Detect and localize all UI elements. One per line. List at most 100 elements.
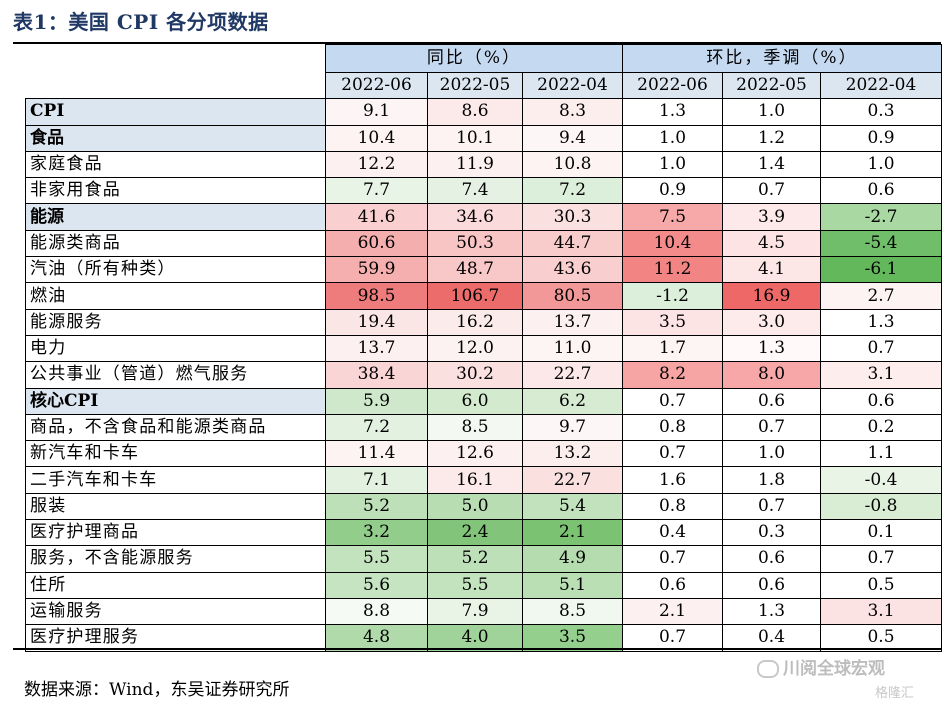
value-cell: 98.5 — [325, 282, 428, 310]
value-cell: 10.4 — [325, 124, 428, 152]
value-cell: 12.0 — [427, 334, 523, 363]
row-label: 运输服务 — [25, 597, 326, 626]
value-cell: 16.9 — [722, 282, 821, 310]
row-label: 商品，不含食品和能源类商品 — [25, 413, 326, 442]
value-cell: 13.7 — [325, 334, 428, 363]
value-cell: 4.9 — [522, 545, 623, 573]
table-row: 住所 5.6 5.5 5.1 0.6 0.6 0.5 — [25, 571, 942, 599]
value-cell: 0.1 — [820, 519, 942, 547]
value-cell: 5.4 — [522, 492, 623, 521]
value-cell: 13.2 — [522, 440, 623, 468]
value-cell: 5.1 — [522, 571, 623, 599]
table-row: 燃油 98.5 106.7 80.5 -1.2 16.9 2.7 — [25, 282, 942, 310]
value-cell: 0.6 — [722, 571, 821, 599]
row-label: 家庭食品 — [25, 150, 326, 179]
value-cell: 5.6 — [325, 571, 428, 599]
value-cell: 10.1 — [427, 124, 523, 152]
value-cell: 1.0 — [820, 150, 942, 179]
row-label: 能源类商品 — [25, 229, 326, 258]
table-row: 运输服务 8.8 7.9 8.5 2.1 1.3 3.1 — [25, 597, 942, 626]
value-cell: 1.0 — [622, 124, 723, 152]
value-cell: 48.7 — [427, 256, 523, 284]
period-header: 2022-06 — [622, 71, 723, 100]
value-cell: 0.7 — [622, 545, 723, 573]
table-row: 非家用食品 7.7 7.4 7.2 0.9 0.7 0.6 — [25, 177, 942, 205]
header-group-row: 同比（%） 环比，季调（%） — [25, 44, 942, 73]
value-cell: 4.5 — [722, 229, 821, 258]
period-header: 2022-05 — [722, 71, 821, 100]
table-row: 电力 13.7 12.0 11.0 1.7 1.3 0.7 — [25, 334, 942, 363]
value-cell: 2.7 — [820, 282, 942, 310]
value-cell: 41.6 — [325, 203, 428, 231]
value-cell: 30.3 — [522, 203, 623, 231]
value-cell: 5.0 — [427, 492, 523, 521]
value-cell: 6.0 — [427, 387, 523, 415]
value-cell: 7.4 — [427, 177, 523, 205]
value-cell: 22.7 — [522, 466, 623, 494]
value-cell: 0.7 — [722, 177, 821, 205]
row-label: 汽油（所有种类） — [25, 256, 326, 284]
value-cell: 1.0 — [622, 150, 723, 179]
table-row: 核心CPI 5.9 6.0 6.2 0.7 0.6 0.6 — [25, 387, 942, 415]
value-cell: 7.7 — [325, 177, 428, 205]
row-label: 能源 — [25, 203, 326, 231]
value-cell: 5.9 — [325, 387, 428, 415]
table-row: 二手汽车和卡车 7.1 16.1 22.7 1.6 1.8 -0.4 — [25, 466, 942, 494]
value-cell: 0.6 — [820, 387, 942, 415]
value-cell: 10.8 — [522, 150, 623, 179]
value-cell: 0.9 — [820, 124, 942, 152]
row-label: CPI — [25, 98, 326, 126]
table-row: CPI 9.1 8.6 8.3 1.3 1.0 0.3 — [25, 98, 942, 126]
value-cell: 8.5 — [427, 413, 523, 442]
value-cell: 8.6 — [427, 98, 523, 126]
header-period-row: 2022-06 2022-05 2022-04 2022-06 2022-05 … — [25, 71, 942, 100]
cpi-table: 同比（%） 环比，季调（%） 2022-06 2022-05 2022-04 2… — [25, 44, 942, 652]
header-yoy: 同比（%） — [325, 44, 623, 73]
value-cell: 7.1 — [325, 466, 428, 494]
value-cell: 3.1 — [820, 597, 942, 626]
value-cell: 1.0 — [722, 440, 821, 468]
value-cell: 44.7 — [522, 229, 623, 258]
table-row: 家庭食品 12.2 11.9 10.8 1.0 1.4 1.0 — [25, 150, 942, 179]
value-cell: 3.9 — [722, 203, 821, 231]
value-cell: 7.2 — [522, 177, 623, 205]
value-cell: -6.1 — [820, 256, 942, 284]
watermark-text: 川阅全球宏观 — [783, 659, 885, 679]
header-mom: 环比，季调（%） — [622, 44, 942, 73]
value-cell: 1.8 — [722, 466, 821, 494]
table-row: 公共事业（管道）燃气服务 38.4 30.2 22.7 8.2 8.0 3.1 — [25, 361, 942, 389]
row-label: 食品 — [25, 124, 326, 152]
value-cell: 16.2 — [427, 308, 523, 336]
value-cell: 9.7 — [522, 413, 623, 442]
table-row: 医疗护理商品 3.2 2.4 2.1 0.4 0.3 0.1 — [25, 519, 942, 547]
value-cell: 5.5 — [325, 545, 428, 573]
value-cell: 2.4 — [427, 519, 523, 547]
value-cell: 11.0 — [522, 334, 623, 363]
value-cell: -1.2 — [622, 282, 723, 310]
table-row: 新汽车和卡车 11.4 12.6 13.2 0.7 1.0 1.1 — [25, 440, 942, 468]
period-header: 2022-04 — [820, 71, 942, 100]
value-cell: 5.5 — [427, 571, 523, 599]
value-cell: 30.2 — [427, 361, 523, 389]
value-cell: 1.6 — [622, 466, 723, 494]
value-cell: 1.2 — [722, 124, 821, 152]
value-cell: 1.7 — [622, 334, 723, 363]
value-cell: 80.5 — [522, 282, 623, 310]
table-row: 能源类商品 60.6 50.3 44.7 10.4 4.5 -5.4 — [25, 229, 942, 258]
value-cell: 0.7 — [622, 440, 723, 468]
value-cell: -2.7 — [820, 203, 942, 231]
value-cell: 3.2 — [325, 519, 428, 547]
value-cell: 2.1 — [622, 597, 723, 626]
table-row: 商品，不含食品和能源类商品 7.2 8.5 9.7 0.8 0.7 0.2 — [25, 413, 942, 442]
value-cell: 3.1 — [820, 361, 942, 389]
value-cell: 0.7 — [820, 334, 942, 363]
row-label: 新汽车和卡车 — [25, 440, 326, 468]
value-cell: 0.2 — [820, 413, 942, 442]
value-cell: 38.4 — [325, 361, 428, 389]
value-cell: 0.6 — [722, 545, 821, 573]
value-cell: 5.2 — [427, 545, 523, 573]
row-label: 医疗护理服务 — [25, 624, 326, 652]
bottom-rule — [13, 648, 941, 650]
value-cell: 13.7 — [522, 308, 623, 336]
value-cell: 4.0 — [427, 624, 523, 652]
